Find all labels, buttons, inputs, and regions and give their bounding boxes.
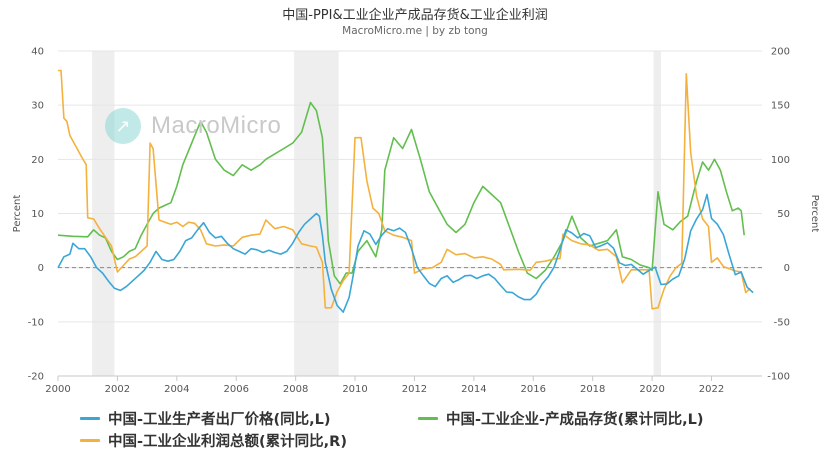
series-line-ppi [57, 193, 754, 313]
legend-swatch-inventory [418, 417, 438, 420]
y-left-tick-label: -10 [28, 317, 44, 328]
watermark-logo-icon: ↗ [105, 108, 141, 144]
series-lines [57, 69, 754, 313]
y-left-tick-label: 20 [31, 155, 44, 166]
y-left-tick-label: 0 [38, 263, 44, 274]
watermark: ↗ MacroMicro [105, 108, 281, 144]
x-tick-label: 2010 [342, 384, 367, 395]
x-tick-label: 2004 [164, 384, 189, 395]
x-tick-label: 2022 [699, 384, 724, 395]
y-left-tick-label: 30 [31, 101, 44, 112]
watermark-text: MacroMicro [151, 112, 282, 139]
y-left-tick-label: 10 [31, 209, 44, 220]
legend-swatch-profit [80, 439, 100, 442]
y-right-axis-label: Percent [809, 195, 820, 233]
y-left-tick-label: 40 [31, 47, 44, 58]
legend-label-ppi: 中国-工业生产者出厂价格(同比,L) [108, 412, 331, 428]
x-tick-label: 2014 [461, 384, 486, 395]
x-tick-label: 2000 [45, 384, 70, 395]
x-tick-label: 2008 [283, 384, 308, 395]
legend-item-profit[interactable]: 中国-工业企业利润总额(累计同比,R) [80, 430, 347, 451]
x-tick-label: 2020 [639, 384, 664, 395]
x-tick-label: 2016 [521, 384, 546, 395]
legend-item-ppi[interactable]: 中国-工业生产者出厂价格(同比,L) [80, 408, 331, 429]
y-right-tick-label: 150 [771, 101, 790, 112]
x-tick-label: 2006 [224, 384, 249, 395]
y-right-tick-label: -50 [774, 317, 790, 328]
legend-item-inventory[interactable]: 中国-工业企业-产成品存货(累计同比,L) [418, 408, 704, 429]
x-tick-label: 2012 [402, 384, 427, 395]
y-left-axis-label: Percent [12, 195, 23, 233]
series-line-profit [58, 69, 751, 310]
chart-subtitle: MacroMicro.me | by zb tong [342, 25, 488, 37]
axes: 2000 2002 2004 2006 2008 2010 2012 2014 2016 2018… [12, 47, 820, 396]
x-tick-label: 2018 [580, 384, 605, 395]
legend-swatch-ppi [80, 417, 100, 420]
y-right-tick-label: 200 [771, 47, 790, 58]
chart-title: 中国-PPI&工业企业产成品存货&工业企业利润 [282, 8, 548, 23]
y-left-tick-label: -20 [28, 372, 44, 383]
x-tick-label: 2002 [105, 384, 130, 395]
legend-label-inventory: 中国-工业企业-产成品存货(累计同比,L) [446, 412, 704, 428]
y-right-tick-label: 0 [784, 263, 790, 274]
y-right-tick-label: 100 [771, 155, 790, 166]
y-right-tick-label: 50 [777, 209, 790, 220]
legend-label-profit: 中国-工业企业利润总额(累计同比,R) [108, 434, 347, 450]
y-right-tick-label: -100 [767, 372, 790, 383]
